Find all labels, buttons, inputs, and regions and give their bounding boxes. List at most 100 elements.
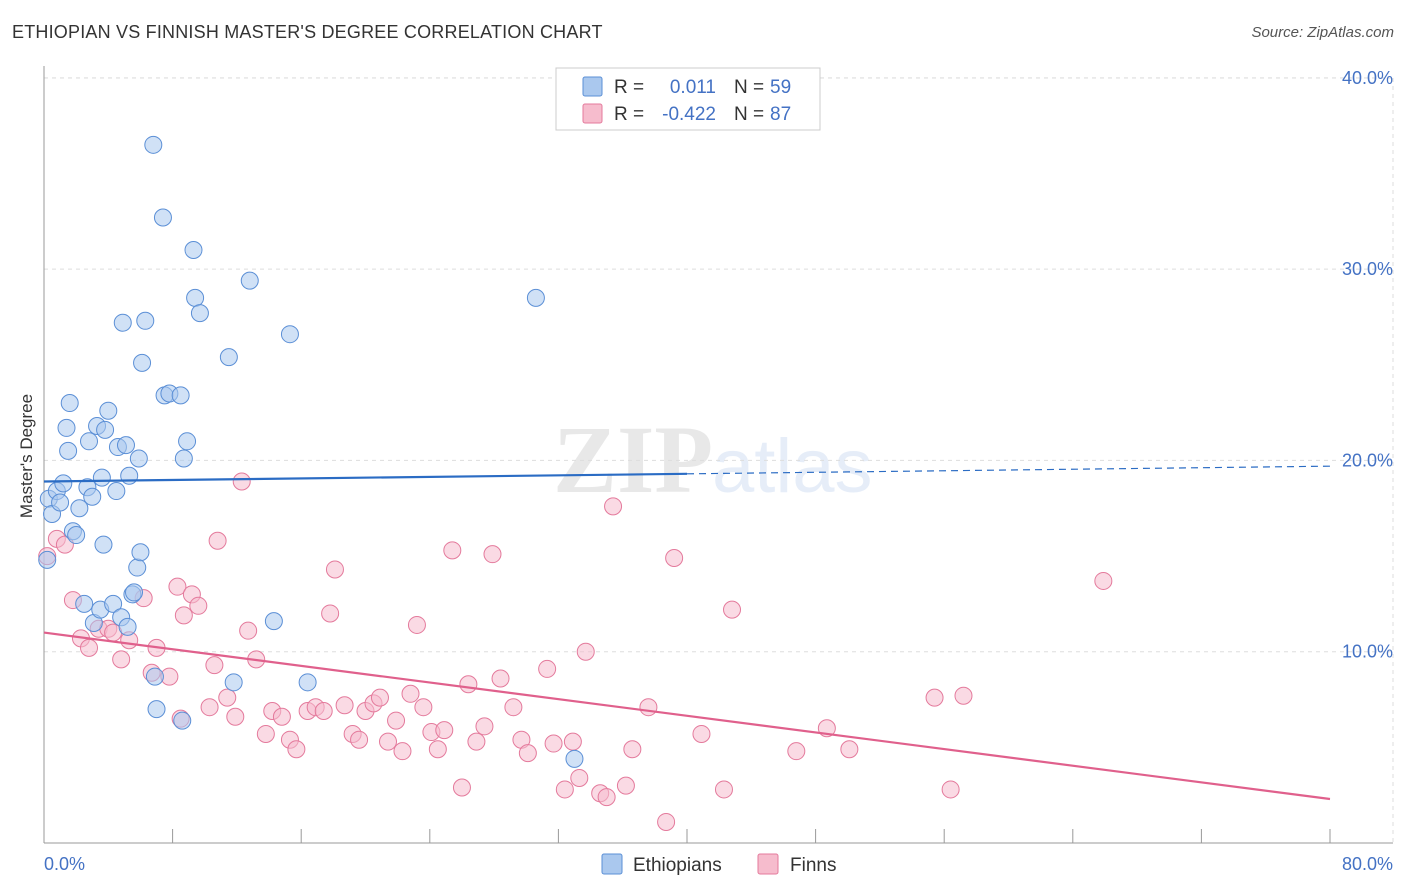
- finn-point: [483, 545, 502, 564]
- ethiopian-point: [133, 353, 152, 372]
- ethiopian-point: [59, 441, 78, 460]
- bottom-legend: Ethiopians Finns: [601, 853, 836, 876]
- finn-point: [692, 724, 711, 743]
- watermark: ZIP atlas: [553, 406, 873, 513]
- ethiopian-point: [131, 543, 150, 562]
- y-axis-title: Master's Degree: [17, 394, 36, 518]
- ethiopian-point: [96, 420, 115, 439]
- ethiopian-point: [54, 474, 73, 493]
- ethiopian-point: [120, 466, 139, 485]
- finn-point: [232, 472, 251, 491]
- finn-point: [544, 734, 563, 753]
- ethiopian-point: [104, 594, 123, 613]
- ethiopian-point: [60, 394, 79, 413]
- finn-point: [604, 497, 623, 516]
- y-tick-label: 10.0%: [1342, 642, 1393, 662]
- source-label: Source: ZipAtlas.com: [1251, 24, 1394, 41]
- ethiopian-point: [240, 271, 259, 290]
- finn-point: [200, 698, 219, 717]
- grid-lines: [44, 77, 1394, 843]
- ethiopian-point: [67, 526, 86, 545]
- ethiopian-point: [219, 348, 238, 367]
- finn-point: [239, 621, 258, 640]
- finn-point: [387, 711, 406, 730]
- finn-point: [840, 740, 859, 759]
- finn-point: [379, 732, 398, 751]
- y-tick-labels: 10.0% 20.0% 30.0% 40.0%: [1342, 68, 1393, 662]
- finn-point: [393, 742, 412, 761]
- ethiopian-point: [144, 135, 163, 154]
- finn-point: [272, 707, 291, 726]
- ethiopian-point: [190, 304, 209, 323]
- finn-point: [657, 812, 676, 831]
- finns-trend-line: [43, 631, 1331, 801]
- ethiopian-point: [94, 535, 113, 554]
- bottom-legend-label-ethiopians: Ethiopians: [633, 855, 722, 876]
- ethiopian-point: [173, 711, 192, 730]
- watermark-atlas: atlas: [712, 424, 873, 509]
- ethiopian-point: [565, 749, 584, 768]
- ethiopian-point: [83, 487, 102, 506]
- x-tick-label-min: 0.0%: [44, 854, 85, 874]
- legend-r-value-1: 0.011: [670, 77, 716, 98]
- legend-n-value-1: 59: [770, 77, 791, 98]
- bottom-legend-swatch-ethiopians: [601, 853, 623, 875]
- watermark-zip: ZIP: [553, 406, 713, 513]
- ethiopian-point: [178, 432, 197, 451]
- y-tick-label: 20.0%: [1342, 450, 1393, 470]
- finn-point: [1094, 571, 1113, 590]
- finn-point: [407, 615, 426, 634]
- ethiopians-series: [38, 135, 584, 768]
- legend-r-label-1: R =: [614, 77, 644, 98]
- finn-point: [189, 596, 208, 615]
- finn-point: [518, 744, 537, 763]
- finn-point: [714, 780, 733, 799]
- top-legend: R = 0.011 N = 59 R = -0.422 N = 87: [555, 67, 821, 131]
- ethiopian-point: [526, 288, 545, 307]
- finn-point: [954, 686, 973, 705]
- axes: [43, 66, 1393, 844]
- finn-point: [80, 638, 99, 657]
- ethiopian-point: [224, 673, 243, 692]
- legend-r-value-2: -0.422: [662, 104, 716, 125]
- y-tick-label: 30.0%: [1342, 259, 1393, 279]
- finn-point: [491, 669, 510, 688]
- finn-point: [112, 650, 131, 669]
- finn-point: [570, 768, 589, 787]
- ethiopian-point: [125, 583, 144, 602]
- ethiopian-point: [70, 499, 89, 518]
- ethiopian-point: [174, 449, 193, 468]
- finn-point: [459, 675, 478, 694]
- ethiopian-point: [136, 311, 155, 330]
- ethiopian-point: [184, 241, 203, 260]
- finn-point: [370, 688, 389, 707]
- finn-point: [435, 721, 454, 740]
- bottom-legend-label-finns: Finns: [790, 855, 836, 876]
- finn-point: [467, 732, 486, 751]
- ethiopian-point: [51, 493, 70, 512]
- ethiopian-point: [147, 700, 166, 719]
- finn-point: [623, 740, 642, 759]
- y-tick-label: 40.0%: [1342, 68, 1393, 88]
- finn-point: [256, 724, 275, 743]
- finn-point: [576, 642, 595, 661]
- ethiopian-point: [80, 432, 99, 451]
- finn-point: [443, 541, 462, 560]
- finn-point: [208, 531, 227, 550]
- ethiopian-point: [92, 468, 111, 487]
- trend-lines: [43, 465, 1331, 801]
- finn-point: [414, 698, 433, 717]
- x-tick-labels: 0.0% 80.0%: [44, 854, 1393, 874]
- ethiopian-point: [128, 558, 147, 577]
- finn-point: [218, 688, 237, 707]
- finn-point: [639, 698, 658, 717]
- legend-r-label-2: R =: [614, 104, 644, 125]
- ethiopian-point: [99, 401, 118, 420]
- legend-n-label-1: N =: [734, 77, 764, 98]
- finn-point: [350, 730, 369, 749]
- ethiopian-point: [298, 673, 317, 692]
- ethiopian-point: [171, 386, 190, 405]
- finn-point: [504, 698, 523, 717]
- ethiopian-point: [186, 288, 205, 307]
